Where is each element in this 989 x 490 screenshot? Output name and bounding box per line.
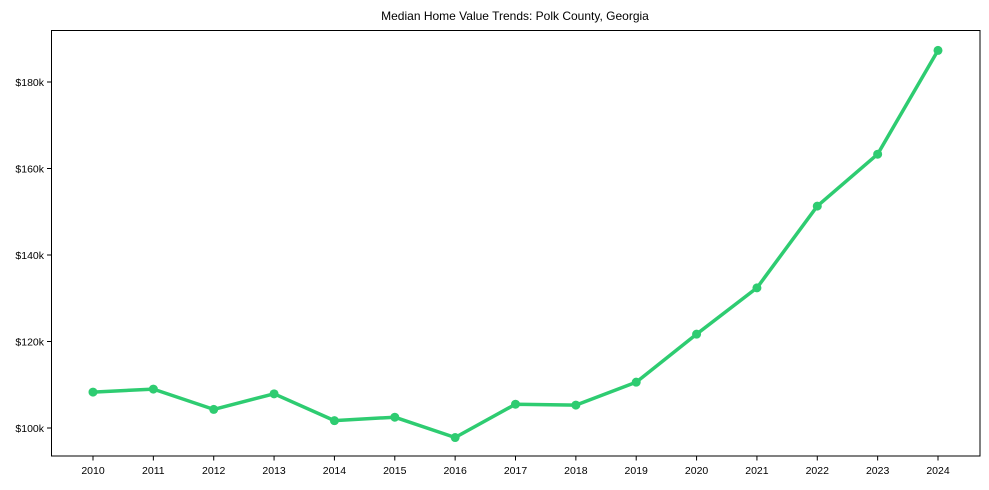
x-tick-label: 2017 xyxy=(504,465,528,477)
data-point-marker xyxy=(933,45,943,55)
x-tick-label: 2014 xyxy=(323,465,347,477)
data-point-marker xyxy=(148,384,158,394)
x-tick-label: 2011 xyxy=(142,465,165,477)
x-tick-label: 2013 xyxy=(262,465,286,477)
x-tick-label: 2024 xyxy=(926,465,950,477)
chart-title: Median Home Value Trends: Polk County, G… xyxy=(381,9,649,23)
data-point-marker xyxy=(329,416,339,426)
data-point-marker xyxy=(873,149,883,159)
x-tick-label: 2012 xyxy=(202,465,226,477)
y-tick-label: $100k xyxy=(15,423,44,435)
data-point-marker xyxy=(631,377,641,387)
data-point-marker xyxy=(692,329,702,339)
y-tick-label: $140k xyxy=(15,250,44,262)
y-tick-label: $120k xyxy=(15,337,44,349)
x-tick-label: 2016 xyxy=(443,465,467,477)
data-point-marker xyxy=(752,283,762,293)
data-point-marker xyxy=(812,201,822,211)
x-tick-label: 2019 xyxy=(625,465,649,477)
x-axis: 2010 2011 2012 2013 2014 2015 2016 2017 2018 2019… xyxy=(81,456,950,477)
x-tick-label: 2020 xyxy=(685,465,709,477)
y-tick-label: $180k xyxy=(15,77,44,89)
data-point-marker xyxy=(88,387,98,397)
x-tick-label: 2021 xyxy=(745,465,769,477)
series-line xyxy=(91,48,940,440)
x-tick-label: 2023 xyxy=(866,465,890,477)
series-layer xyxy=(88,45,943,443)
data-point-marker xyxy=(269,389,279,399)
plot-frame xyxy=(51,30,981,457)
y-axis: $100k $120k $140k $160k $180k xyxy=(15,77,52,435)
x-tick-label: 2015 xyxy=(383,465,407,477)
data-point-marker xyxy=(511,399,520,409)
x-tick-label: 2018 xyxy=(564,465,588,477)
y-tick-label: $160k xyxy=(15,164,44,176)
data-point-marker xyxy=(450,433,460,443)
data-point-marker xyxy=(571,400,581,410)
data-point-marker xyxy=(390,412,400,422)
data-point-marker xyxy=(209,404,219,414)
x-tick-label: 2010 xyxy=(81,465,105,477)
x-tick-label: 2022 xyxy=(806,465,830,477)
